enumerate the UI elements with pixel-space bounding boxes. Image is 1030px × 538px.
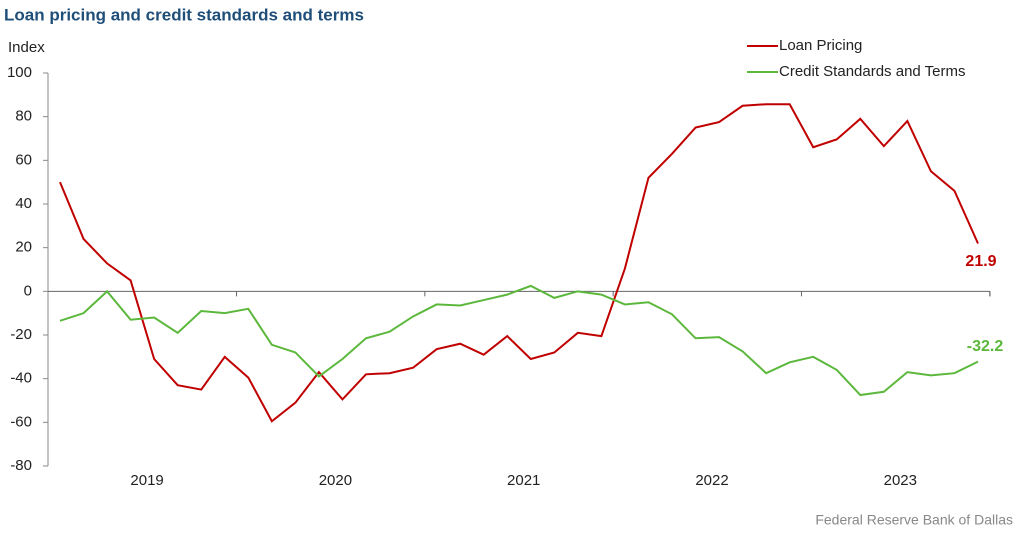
x-tick-label: 2020 — [319, 472, 352, 489]
value-label: 21.9 — [965, 253, 996, 270]
y-axis-label: Index — [8, 39, 45, 56]
y-tick-label: 40 — [15, 195, 32, 212]
legend-label: Credit Standards and Terms — [779, 63, 965, 80]
y-tick-label: 100 — [7, 64, 32, 81]
x-tick-label: 2021 — [507, 472, 540, 489]
line-series — [59, 284, 979, 397]
y-tick-label: 60 — [15, 151, 32, 168]
value-label: -32.2 — [967, 338, 1004, 355]
y-tick-label: 80 — [15, 108, 32, 125]
line-series — [59, 103, 979, 423]
x-tick-label: 2019 — [130, 472, 163, 489]
y-tick-label: -40 — [10, 370, 32, 387]
y-tick-label: -60 — [10, 413, 32, 430]
legend-label: Loan Pricing — [779, 37, 862, 54]
source: Federal Reserve Bank of Dallas — [815, 512, 1013, 528]
y-tick-label: 0 — [24, 282, 32, 299]
y-tick-label: -80 — [10, 457, 32, 474]
chart-title: Loan pricing and credit standards and te… — [4, 5, 364, 24]
x-tick-label: 2023 — [884, 472, 917, 489]
y-tick-label: 20 — [15, 239, 32, 256]
x-tick-label: 2022 — [695, 472, 728, 489]
y-tick-label: -20 — [10, 326, 32, 343]
